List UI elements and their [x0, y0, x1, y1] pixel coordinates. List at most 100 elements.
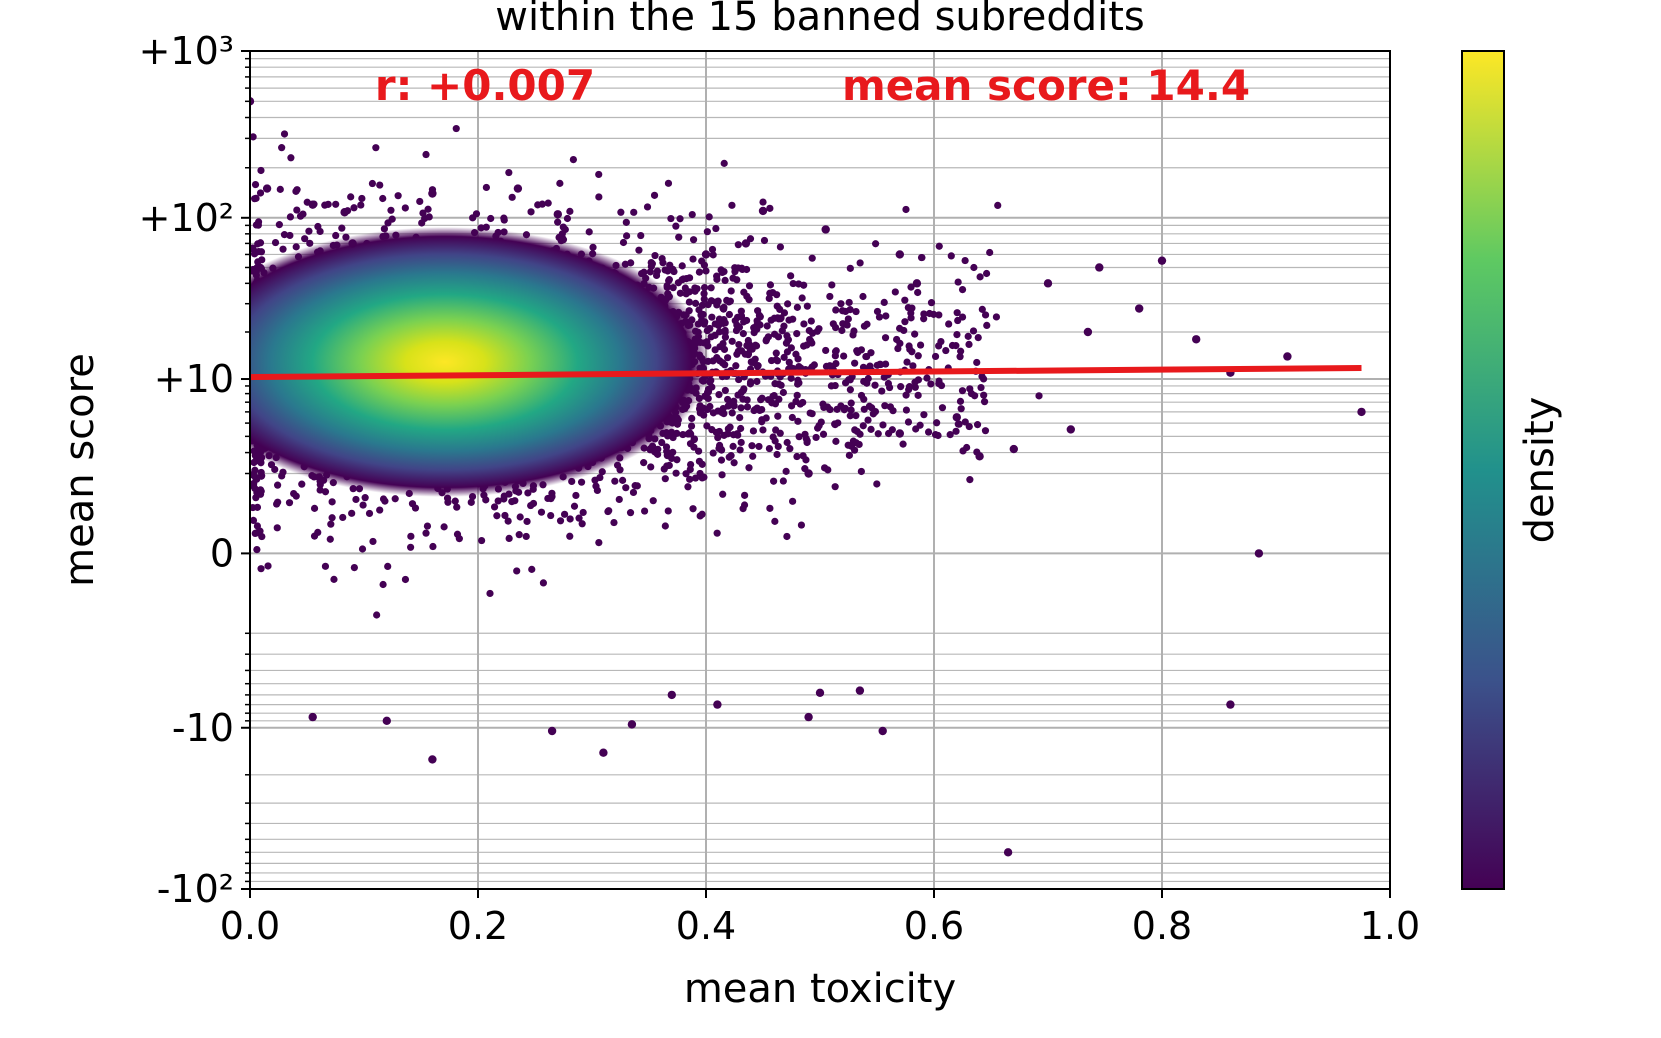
- scatter-point: [256, 189, 265, 197]
- scatter-point: [749, 452, 757, 460]
- scatter-point: [257, 468, 265, 477]
- scatter-point: [725, 310, 733, 319]
- scatter-point: [539, 579, 548, 587]
- scatter-point: [920, 310, 928, 318]
- scatter-point: [737, 388, 746, 396]
- scatter-point: [490, 503, 499, 511]
- scatter-point: [743, 403, 752, 411]
- scatter-point: [676, 215, 684, 223]
- scatter-point: [679, 430, 687, 439]
- scatter-point: [728, 409, 736, 417]
- scatter-point: [566, 515, 574, 523]
- scatter-point: [736, 413, 744, 422]
- scatter-point: [867, 349, 875, 357]
- scatter-point: [728, 337, 736, 345]
- scatter-point: [774, 442, 782, 451]
- scatter-point: [770, 477, 778, 485]
- scatter-point: [844, 441, 852, 449]
- scatter-point: [807, 317, 815, 325]
- scatter-point: [978, 305, 986, 313]
- scatter-point: [709, 449, 717, 457]
- scatter-point: [831, 483, 839, 491]
- scatter-point: [559, 223, 567, 231]
- scatter-point: [783, 332, 791, 340]
- regression-line: [250, 365, 1362, 381]
- scatter-point: [715, 328, 724, 336]
- scatter-point: [852, 439, 860, 447]
- scatter-point: [975, 452, 984, 461]
- scatter-point: [942, 346, 950, 355]
- scatter-point: [813, 327, 821, 335]
- scatter-point: [847, 406, 855, 414]
- scatter-point: [279, 245, 287, 253]
- scatter-point: [901, 318, 909, 326]
- scatter-point: [954, 278, 962, 286]
- scatter-point: [271, 238, 280, 247]
- scatter-point: [423, 522, 432, 530]
- scatter-point: [938, 404, 947, 412]
- scatter-point: [487, 214, 495, 223]
- scatter-point: [669, 284, 677, 292]
- scatter-point: [569, 155, 577, 164]
- scatter-point: [575, 514, 583, 522]
- scatter-point: [251, 195, 259, 203]
- scatter-point: [368, 179, 377, 188]
- density-core: [250, 227, 710, 497]
- scatter-point: [428, 755, 437, 764]
- scatter-point: [527, 208, 535, 216]
- scatter-point: [964, 332, 972, 340]
- scatter-point: [358, 545, 367, 553]
- scatter-point: [979, 375, 988, 383]
- x-tick-label: 0.2: [448, 904, 508, 948]
- scatter-point: [952, 413, 961, 422]
- scatter-point: [837, 300, 845, 308]
- scatter-point: [690, 443, 698, 451]
- scatter-point: [664, 179, 673, 187]
- scatter-point: [719, 490, 727, 498]
- scatter-point: [904, 418, 913, 426]
- scatter-point: [850, 446, 859, 454]
- scatter-point: [515, 531, 523, 539]
- scatter-point: [832, 437, 840, 445]
- scatter-point: [615, 495, 623, 504]
- y-tick-label: 0: [210, 531, 234, 575]
- scatter-point: [729, 274, 737, 282]
- scatter-point: [838, 307, 847, 315]
- scatter-point: [907, 283, 915, 291]
- scatter-point: [352, 495, 360, 504]
- plot-area: [250, 97, 1366, 857]
- scatter-point: [292, 243, 300, 251]
- colorbar: [1461, 50, 1505, 890]
- scatter-point: [424, 205, 432, 213]
- scatter-point: [857, 346, 865, 354]
- scatter-point: [1157, 256, 1167, 265]
- scatter-point: [721, 386, 729, 395]
- scatter-point: [875, 313, 884, 321]
- scatter-point: [713, 275, 721, 283]
- scatter-point: [579, 508, 587, 517]
- scatter-point: [328, 498, 336, 506]
- scatter-point: [983, 321, 991, 330]
- scatter-point: [544, 199, 552, 207]
- scatter-point: [880, 298, 888, 306]
- scatter-point: [703, 422, 711, 430]
- scatter-point: [350, 204, 358, 212]
- scatter-point: [787, 272, 795, 280]
- scatter-point: [647, 259, 655, 267]
- scatter-point: [296, 212, 305, 220]
- scatter-point: [794, 380, 802, 388]
- scatter-point: [895, 429, 904, 438]
- scatter-point: [766, 204, 774, 212]
- scatter-point: [924, 428, 933, 436]
- scatter-point: [695, 268, 704, 276]
- scatter-point: [379, 194, 387, 203]
- scatter-point: [622, 484, 630, 492]
- scatter-point: [980, 398, 989, 406]
- scatter-point: [328, 514, 336, 522]
- scatter-point: [251, 180, 260, 189]
- scatter-point: [933, 419, 941, 427]
- scatter-point: [255, 247, 263, 256]
- scatter-point: [339, 513, 347, 522]
- scatter-point: [878, 726, 887, 736]
